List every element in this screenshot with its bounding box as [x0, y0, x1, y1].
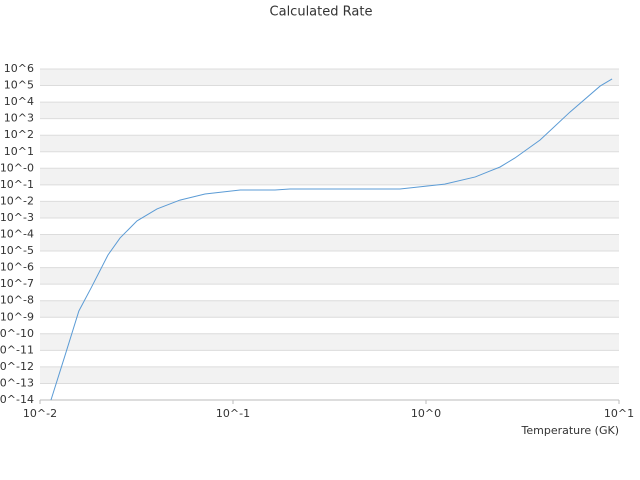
- y-tick-label: 10^-7: [0, 277, 34, 290]
- y-tick-label: 10^-10: [0, 327, 34, 340]
- data-line: [50, 78, 613, 401]
- y-tick-label: 10^2: [4, 128, 34, 141]
- y-tick-label: 10^-4: [0, 228, 34, 241]
- y-tick-label: 10^-11: [0, 343, 34, 356]
- y-tick-label: 10^-3: [0, 211, 34, 224]
- y-tick-label: 10^-9: [0, 310, 34, 323]
- y-tick-label: 10^-14: [0, 393, 34, 406]
- x-tick-label: 10^-2: [23, 407, 57, 420]
- y-tick-label: 10^-13: [0, 376, 34, 389]
- grid-band: [40, 234, 619, 252]
- y-tick-label: 10^-5: [0, 244, 34, 257]
- grid-band: [40, 135, 619, 152]
- grid-band: [40, 333, 619, 351]
- grid-band: [40, 300, 619, 318]
- y-tick-label: 10^-6: [0, 261, 34, 274]
- y-tick-label: 10^5: [4, 79, 34, 92]
- x-tick-label: 10^1: [604, 407, 634, 420]
- grid-band: [40, 366, 619, 384]
- y-tick-label: 10^-8: [0, 294, 34, 307]
- y-tick-label: 10^3: [4, 112, 34, 125]
- y-tick-label: 10^-2: [0, 194, 34, 207]
- y-tick-label: 10^6: [4, 62, 34, 75]
- y-tick-label: 10^1: [4, 145, 34, 158]
- grid-band: [40, 69, 619, 86]
- x-tick-label: 10^-1: [216, 407, 250, 420]
- grid-band: [40, 201, 619, 218]
- grid-band: [40, 102, 619, 119]
- grid-band: [40, 267, 619, 285]
- y-tick-label: 10^-1: [0, 178, 34, 191]
- y-tick-label: 10^4: [4, 95, 34, 108]
- x-axis-label: Temperature (GK): [521, 424, 620, 437]
- chart-title: Calculated Rate: [270, 5, 373, 20]
- x-tick-label: 10^0: [411, 407, 441, 420]
- y-tick-label: 10^-12: [0, 360, 34, 373]
- y-tick-label: 10^-0: [0, 161, 34, 174]
- grid-band: [40, 168, 619, 185]
